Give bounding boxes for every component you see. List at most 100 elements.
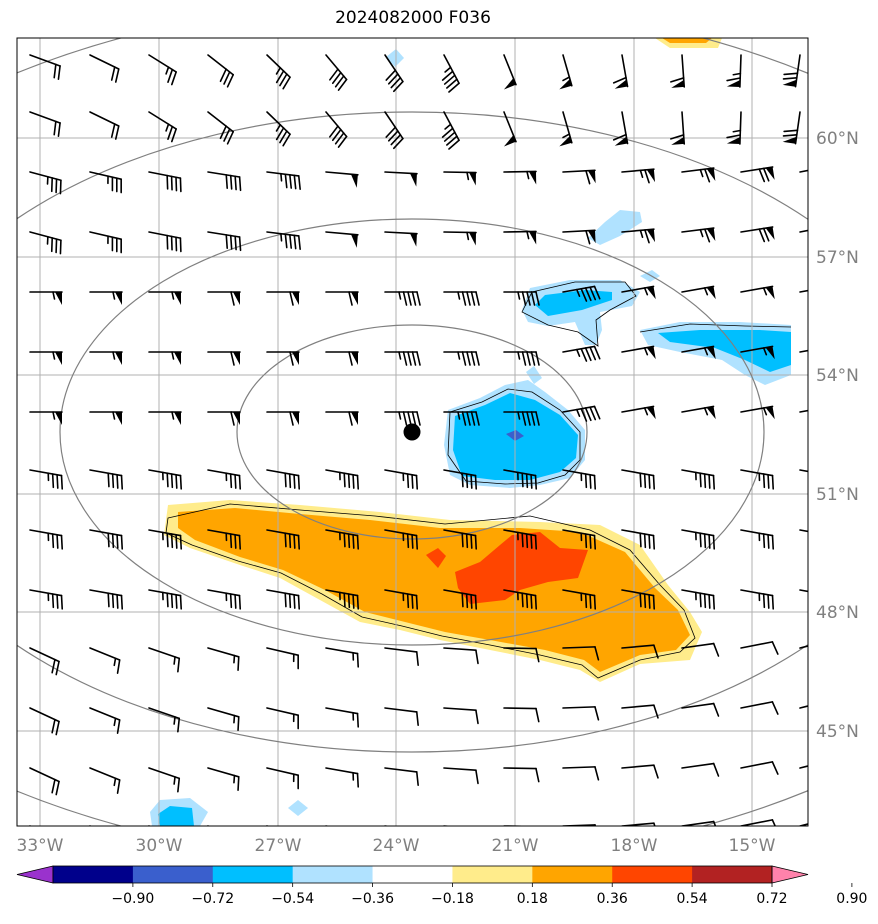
wind-barb — [29, 54, 61, 80]
wind-barb — [740, 529, 775, 550]
wind-barb — [562, 285, 601, 302]
wind-barb — [612, 54, 629, 89]
lon-label: 24°W — [373, 836, 420, 856]
wind-barb — [503, 707, 540, 723]
wind-barb — [443, 825, 456, 826]
wind-barb — [562, 824, 597, 826]
lon-label: 30°W — [136, 836, 183, 856]
wind-barb — [562, 469, 597, 490]
wind-barb — [503, 351, 540, 366]
range-circles — [17, 38, 808, 826]
contour-negative — [447, 388, 581, 485]
wind-barb — [266, 707, 299, 730]
wind-barb — [325, 351, 359, 366]
wind-barb — [148, 589, 183, 610]
wind-barb — [207, 529, 242, 550]
wind-barb — [325, 589, 360, 610]
strong-anomaly-core — [455, 532, 588, 604]
negative-patch-small-b — [640, 270, 660, 282]
wind-barb — [384, 647, 419, 666]
wind-barb — [148, 111, 177, 143]
wind-barb — [562, 766, 600, 781]
lon-label: 21°W — [492, 836, 539, 856]
wind-barb — [621, 405, 656, 420]
wind-barb — [207, 351, 241, 366]
wind-barb — [740, 226, 775, 243]
wind-barb — [562, 646, 600, 661]
wind-barb — [799, 529, 808, 533]
wind-barb — [384, 767, 419, 786]
wind-barb — [799, 765, 808, 769]
wind-barb — [621, 704, 659, 719]
wind-barb — [681, 820, 717, 826]
colorbar-segment — [292, 866, 374, 883]
wind-barb — [266, 589, 301, 610]
colorbar-tick-label: 0.54 — [677, 891, 708, 907]
wind-barb — [29, 767, 60, 796]
wind-barb — [441, 54, 460, 93]
wind-barb — [89, 767, 121, 794]
wind-barb — [207, 767, 240, 791]
wind-barb — [325, 171, 359, 188]
wind-barb — [559, 111, 573, 147]
wind-barb — [384, 111, 404, 150]
colorbar-segment — [53, 866, 134, 883]
wind-barb — [621, 589, 656, 610]
contour-layer — [165, 281, 792, 679]
wind-barb — [621, 228, 656, 244]
wind-barb — [325, 825, 331, 826]
wind-barb — [503, 469, 538, 490]
wind-barb — [443, 469, 478, 490]
wind-barb — [443, 767, 479, 785]
wind-barb — [89, 351, 123, 365]
colorbar-segment — [612, 866, 693, 883]
colorbar-tick-label: −0.54 — [271, 891, 314, 907]
wind-barb — [799, 169, 808, 173]
wind-barb — [325, 411, 359, 426]
wind-barb — [503, 54, 517, 90]
wind-barb — [207, 411, 241, 426]
wind-barb — [384, 707, 419, 726]
wind-barb — [799, 823, 808, 826]
lat-label: 48°N — [816, 603, 859, 623]
wind-barb — [443, 707, 479, 725]
wind-barb — [207, 54, 235, 88]
wind-barb — [562, 229, 596, 245]
wind-barb — [799, 645, 808, 649]
wind-barb — [148, 54, 177, 86]
wind-barb — [207, 647, 240, 671]
wind-barb — [89, 589, 124, 610]
colorbar-tick-label: 0.90 — [836, 891, 867, 907]
wind-barb — [799, 289, 808, 293]
wind-barb — [384, 529, 419, 550]
wind-barb — [266, 411, 300, 426]
wind-barb — [29, 111, 61, 137]
wind-barb — [384, 351, 421, 366]
wind-barb — [266, 171, 301, 190]
wind-barb — [681, 405, 716, 420]
colorbar-segment — [372, 866, 453, 883]
wind-barb — [89, 529, 124, 550]
wind-barb — [681, 345, 716, 360]
wind-barb — [799, 409, 808, 413]
wind-barb — [29, 647, 60, 676]
wind-barb — [384, 411, 421, 426]
contour-positive — [165, 503, 696, 679]
negative-patch-north-core — [535, 290, 612, 316]
wind-barb — [799, 589, 808, 593]
wind-barb — [562, 345, 601, 362]
lat-label: 45°N — [816, 722, 859, 742]
wind-barb — [89, 647, 121, 674]
wind-barb — [799, 705, 808, 709]
lon-label: 27°W — [255, 836, 302, 856]
colorbar-extend-low — [16, 865, 54, 884]
colorbar-tick-label: 0.72 — [756, 891, 787, 907]
wind-barb — [443, 647, 479, 665]
wind-barb — [89, 825, 93, 826]
wind-barb — [266, 231, 301, 250]
wind-barb — [443, 411, 480, 426]
wind-barb — [740, 285, 775, 300]
wind-barb — [29, 529, 64, 550]
wind-barb — [681, 285, 716, 300]
